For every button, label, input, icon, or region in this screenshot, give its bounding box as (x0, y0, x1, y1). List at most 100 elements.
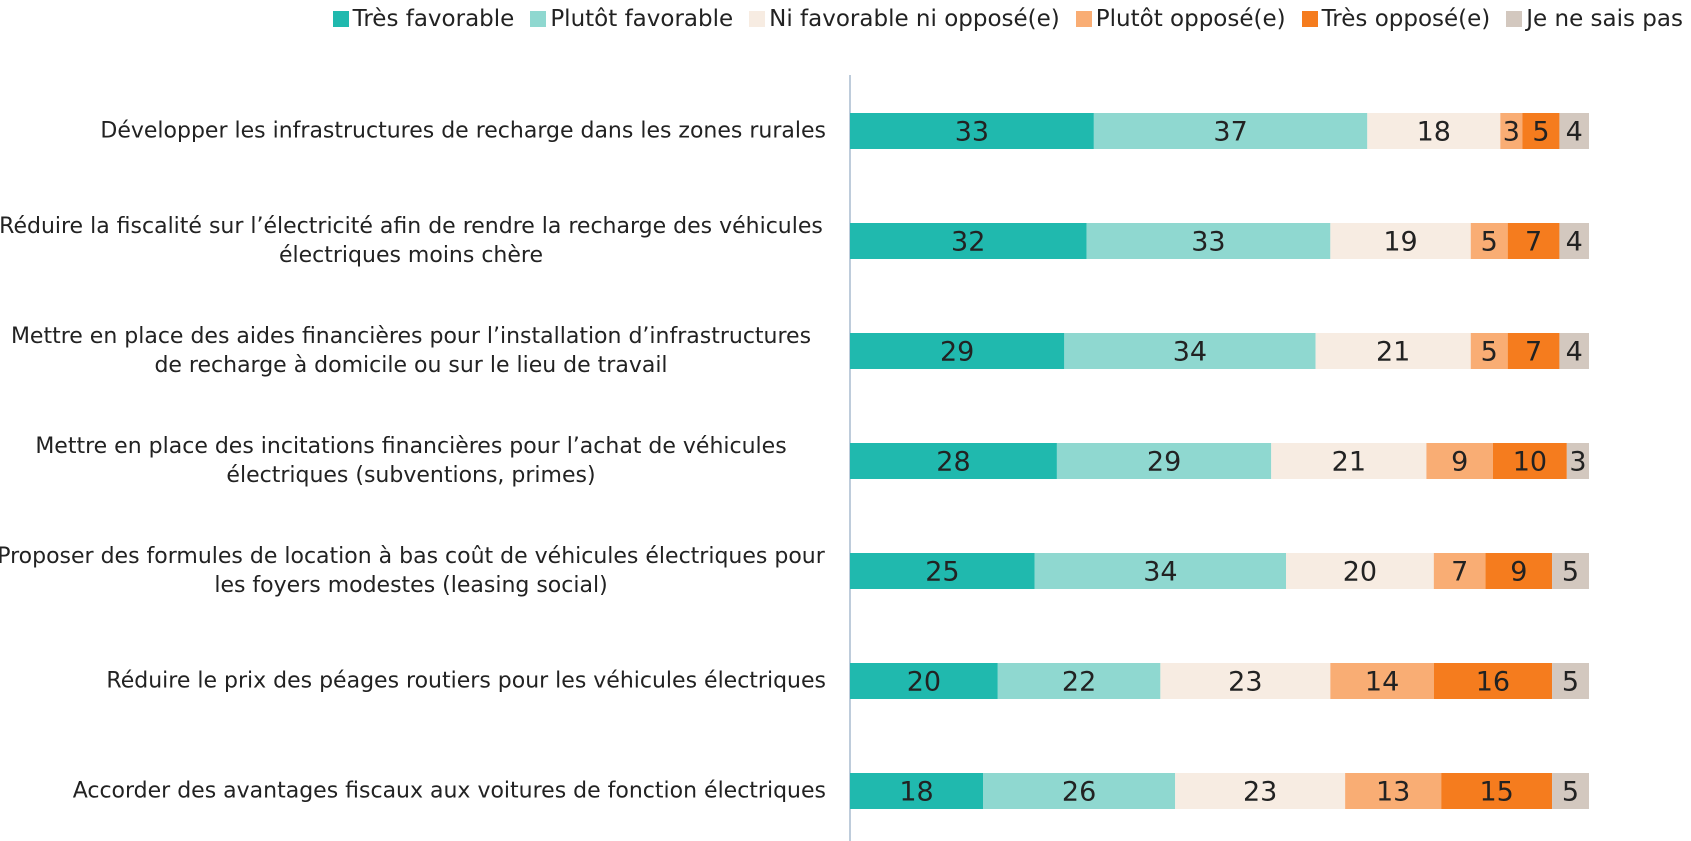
legend-label: Plutôt opposé(e) (1095, 6, 1286, 32)
legend-swatch (749, 11, 766, 27)
bar-segment (1507, 223, 1560, 259)
data-label: 21 (1376, 337, 1410, 368)
bar-segment (1175, 773, 1346, 809)
bar-segment (1345, 773, 1442, 809)
bar-segment (997, 663, 1161, 699)
data-label: 7 (1525, 337, 1542, 368)
bar-segment (1559, 223, 1589, 259)
bar-segment (1367, 113, 1501, 149)
bar-segment (1426, 443, 1493, 479)
bar-segment (1330, 223, 1471, 259)
legend: Très favorable Plutôt favorable Ni favorab… (332, 6, 1683, 32)
bar-segment (1470, 333, 1508, 369)
bar-segment (1552, 663, 1589, 699)
bar-segment (1492, 443, 1567, 479)
data-label: 29 (1147, 447, 1181, 478)
bar-segment (1559, 333, 1589, 369)
data-label: 14 (1365, 667, 1399, 698)
category-label: Réduire la fiscalité sur l’électricité a… (0, 212, 826, 270)
data-label: 5 (1562, 557, 1579, 588)
bar-segment (1286, 553, 1434, 589)
bar-segment (1485, 553, 1553, 589)
data-label: 34 (1143, 557, 1177, 588)
bar-segment (1160, 663, 1331, 699)
bar-segment (1522, 113, 1560, 149)
data-label: 4 (1566, 227, 1583, 258)
bar-segment (1507, 333, 1560, 369)
bar-segment (1034, 553, 1287, 589)
bar-segment (850, 333, 1065, 369)
legend-label: Très favorable (352, 6, 515, 32)
data-label: 9 (1451, 447, 1468, 478)
data-label: 10 (1513, 447, 1547, 478)
data-label: 23 (1243, 777, 1277, 808)
bar-segment (1093, 113, 1368, 149)
category-text: Accorder des avantages fiscaux aux voitu… (72, 778, 826, 804)
bar-segment (1470, 223, 1508, 259)
data-label: 18 (1417, 117, 1451, 148)
bar-segment (850, 443, 1057, 479)
category-text: Développer les infrastructures de rechar… (100, 118, 826, 144)
data-label: 26 (1062, 777, 1096, 808)
bar-segment (1559, 113, 1589, 149)
data-label: 4 (1566, 117, 1583, 148)
legend-label: Ni favorable ni opposé(e) (769, 6, 1060, 32)
legend-swatch (1075, 11, 1092, 27)
data-label: 16 (1476, 667, 1510, 698)
data-label: 21 (1332, 447, 1366, 478)
bar-segment (1433, 663, 1553, 699)
data-label: 28 (936, 447, 970, 478)
legend-item: Plutôt opposé(e) (1075, 6, 1286, 32)
data-label: 19 (1383, 227, 1417, 258)
data-label: 3 (1569, 447, 1586, 478)
data-label: 25 (925, 557, 959, 588)
category-text: Réduire la fiscalité sur l’électricité a… (0, 214, 823, 268)
category-text: Réduire le prix des péages routiers pour… (106, 668, 826, 694)
bar-segment (1441, 773, 1553, 809)
category-text: Mettre en place des aides financières po… (10, 324, 812, 378)
legend-item: Très favorable (332, 6, 515, 32)
bar-segment (983, 773, 1176, 809)
bar-segment (1271, 443, 1427, 479)
data-label: 20 (1343, 557, 1377, 588)
legend-swatch (530, 11, 547, 27)
bar-segment (1500, 113, 1523, 149)
bar-segment (850, 553, 1035, 589)
category-label: Proposer des formules de location à bas … (0, 542, 826, 600)
legend-swatch (1506, 11, 1523, 27)
bar-segment (1064, 333, 1316, 369)
bar-segment (1433, 553, 1486, 589)
bar-segment (1086, 223, 1331, 259)
bar-segment (1315, 333, 1471, 369)
data-label: 7 (1525, 227, 1542, 258)
data-label: 34 (1173, 337, 1207, 368)
data-label: 7 (1451, 557, 1468, 588)
data-label: 5 (1481, 337, 1498, 368)
bar-segment (850, 773, 984, 809)
bar-segment (1552, 773, 1589, 809)
data-label: 20 (907, 667, 941, 698)
bar-segment (1056, 443, 1272, 479)
category-label: Réduire le prix des péages routiers pour… (0, 667, 826, 696)
data-label: 37 (1213, 117, 1247, 148)
bar-segment (1552, 553, 1589, 589)
data-label: 29 (940, 337, 974, 368)
data-label: 5 (1562, 667, 1579, 698)
bar-segment (1330, 663, 1434, 699)
legend-swatch (332, 11, 349, 27)
data-label: 15 (1479, 777, 1513, 808)
category-label: Accorder des avantages fiscaux aux voitu… (0, 777, 826, 806)
data-label: 22 (1062, 667, 1096, 698)
category-label: Développer les infrastructures de rechar… (0, 117, 826, 146)
bar-segment (850, 663, 998, 699)
bar-segment (1566, 443, 1589, 479)
data-label: 33 (955, 117, 989, 148)
bar-segment (850, 113, 1094, 149)
data-label: 13 (1376, 777, 1410, 808)
category-text: Proposer des formules de location à bas … (0, 544, 825, 598)
data-label: 33 (1191, 227, 1225, 258)
data-label: 9 (1510, 557, 1527, 588)
data-label: 18 (899, 777, 933, 808)
